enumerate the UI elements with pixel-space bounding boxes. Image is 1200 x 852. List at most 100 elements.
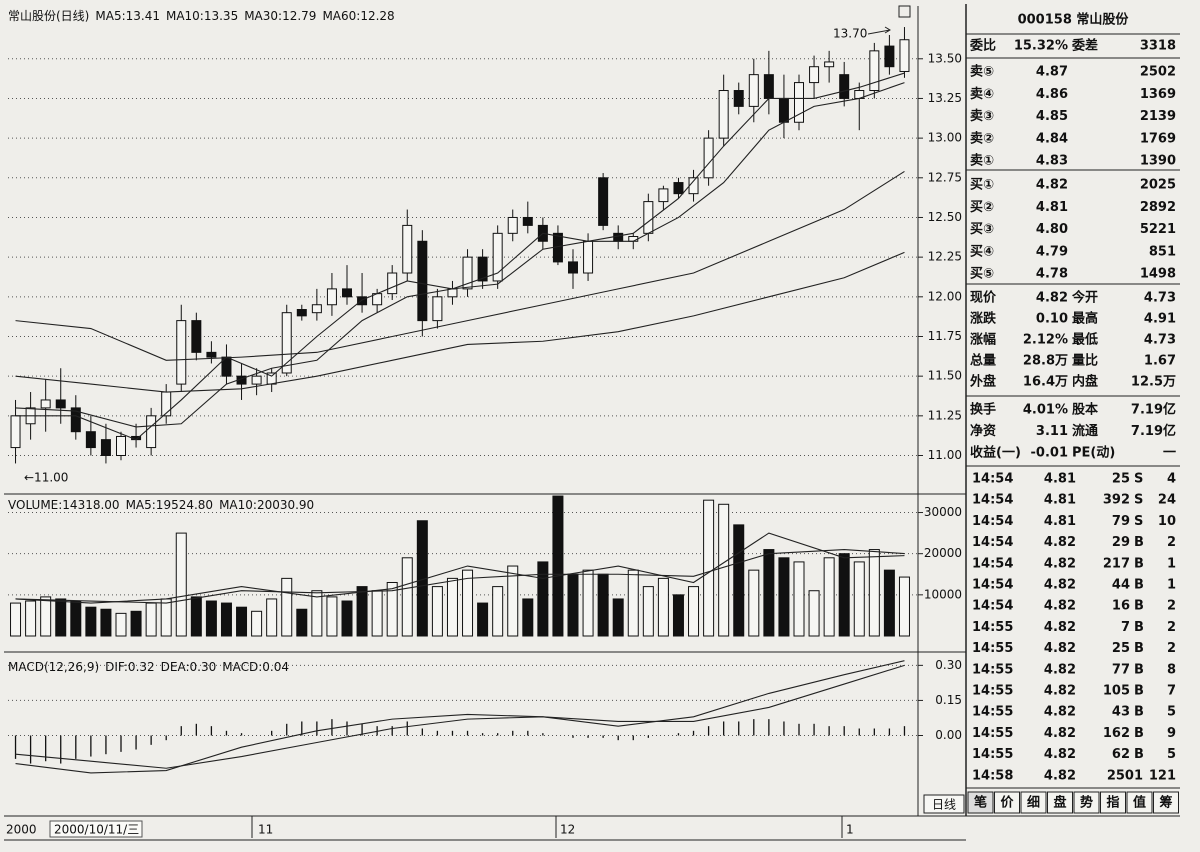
indicator-line <box>15 82 905 428</box>
panel-header: MACD(12,26,9) DIF:0.32 DEA:0.30 MACD:0.04 <box>8 660 289 674</box>
candle-body <box>296 309 307 317</box>
quote-text: 392 <box>1103 493 1130 508</box>
quote-text: 79 <box>1112 514 1130 529</box>
volume-bar <box>341 600 353 637</box>
quote-text: 14:54 <box>972 472 1013 487</box>
tab[interactable] <box>1126 791 1153 814</box>
tab[interactable] <box>1020 791 1047 814</box>
volume-bar <box>205 600 217 637</box>
quote-text: S <box>1134 493 1143 508</box>
y-tick-label: 12.75 <box>928 170 962 184</box>
quote-text: 000158 常山股份 <box>1018 12 1130 28</box>
candle-body <box>477 256 488 282</box>
quote-text: 162 <box>1103 726 1130 741</box>
candle-body <box>387 272 398 295</box>
quote-text: 4.86 <box>1036 87 1068 102</box>
quote-text: 4.79 <box>1036 244 1068 259</box>
candle-body <box>311 304 322 314</box>
quote-text: 4.78 <box>1036 267 1068 282</box>
period-button[interactable] <box>923 794 965 814</box>
quote-text: 14:54 <box>972 535 1013 550</box>
quote-text: 卖② <box>970 130 994 146</box>
quote-text: 2 <box>1167 599 1176 614</box>
quote-text: 9 <box>1167 726 1176 741</box>
quote-text: 4.82 <box>1036 291 1068 306</box>
volume-bar <box>10 602 22 637</box>
candle-body <box>357 296 368 306</box>
volume-bar <box>672 594 684 637</box>
volume-bar <box>175 532 187 637</box>
quote-text: 4.82 <box>1044 684 1076 699</box>
date-label: 1 <box>846 823 854 837</box>
tab[interactable] <box>1073 791 1100 814</box>
legend-entry: MA5:19524.80 <box>126 498 214 512</box>
tab[interactable] <box>967 791 994 814</box>
quote-text: 涨跌 <box>969 311 997 327</box>
candle-body <box>658 188 669 203</box>
quote-text: 4.91 <box>1144 312 1176 327</box>
volume-bar <box>40 596 52 637</box>
y-tick-label: 0.00 <box>935 728 962 742</box>
window-button[interactable] <box>898 5 911 18</box>
volume-bar <box>582 569 594 637</box>
volume-bar <box>552 495 564 637</box>
volume-bar <box>703 499 715 637</box>
quote-text: 43 <box>1112 705 1130 720</box>
quote-text: 12.5万 <box>1131 375 1176 390</box>
quote-text: S <box>1134 472 1143 487</box>
date-label: 2000 <box>6 823 37 837</box>
y-tick-label: 10000 <box>924 587 962 601</box>
quote-text: 16 <box>1112 599 1130 614</box>
quote-text: 一 <box>1163 446 1176 461</box>
volume-bar <box>868 549 880 637</box>
legend-entry: DIF:0.32 <box>105 660 155 674</box>
quote-text: 851 <box>1149 244 1176 259</box>
tab[interactable] <box>1100 791 1126 814</box>
quote-text: 4.81 <box>1044 472 1076 487</box>
volume-bar <box>130 610 142 637</box>
candle-body <box>146 415 157 449</box>
candle-body <box>522 216 533 226</box>
candle-body <box>251 375 262 385</box>
candle-body <box>100 439 111 457</box>
quote-text: 现价 <box>970 291 997 306</box>
quote-text: 2025 <box>1140 178 1176 193</box>
quote-text: 14:55 <box>972 684 1013 699</box>
quote-text: B <box>1134 662 1144 677</box>
quote-text: 3318 <box>1140 39 1176 54</box>
y-tick-label: 11.50 <box>928 369 962 383</box>
candle-body <box>417 240 428 322</box>
quote-text: 217 <box>1103 556 1130 571</box>
tab[interactable] <box>994 791 1020 814</box>
tab[interactable] <box>1047 791 1073 814</box>
quote-text: B <box>1134 726 1144 741</box>
quote-text: 4.84 <box>1036 131 1068 146</box>
quote-text: 1769 <box>1140 131 1176 146</box>
quote-text: 3.11 <box>1036 424 1068 439</box>
quote-text: 买② <box>970 200 994 215</box>
volume-bar <box>446 577 458 637</box>
quote-text: 股本 <box>1072 402 1098 418</box>
quote-text: 14:55 <box>972 747 1013 762</box>
volume-bar <box>115 612 127 637</box>
volume-bar <box>718 503 730 637</box>
quote-text: 4.73 <box>1144 333 1176 348</box>
quote-text: 收益(一) <box>970 445 1021 461</box>
tab-label: 细 <box>1027 795 1040 811</box>
candle-body <box>598 177 609 226</box>
date-label: 11 <box>258 823 273 837</box>
quote-text: 2 <box>1167 641 1176 656</box>
quote-text: 2892 <box>1140 200 1176 215</box>
volume-bar <box>778 557 790 637</box>
volume-bar <box>401 557 413 637</box>
quote-text: 62 <box>1112 747 1130 762</box>
quote-text: 4 <box>1167 472 1176 487</box>
candle-body <box>191 320 202 353</box>
tab[interactable] <box>1153 791 1179 814</box>
quote-text: 5 <box>1167 747 1176 762</box>
volume-bar <box>70 600 82 637</box>
quote-text: 4.82 <box>1044 662 1076 677</box>
volume-bar <box>236 606 248 637</box>
